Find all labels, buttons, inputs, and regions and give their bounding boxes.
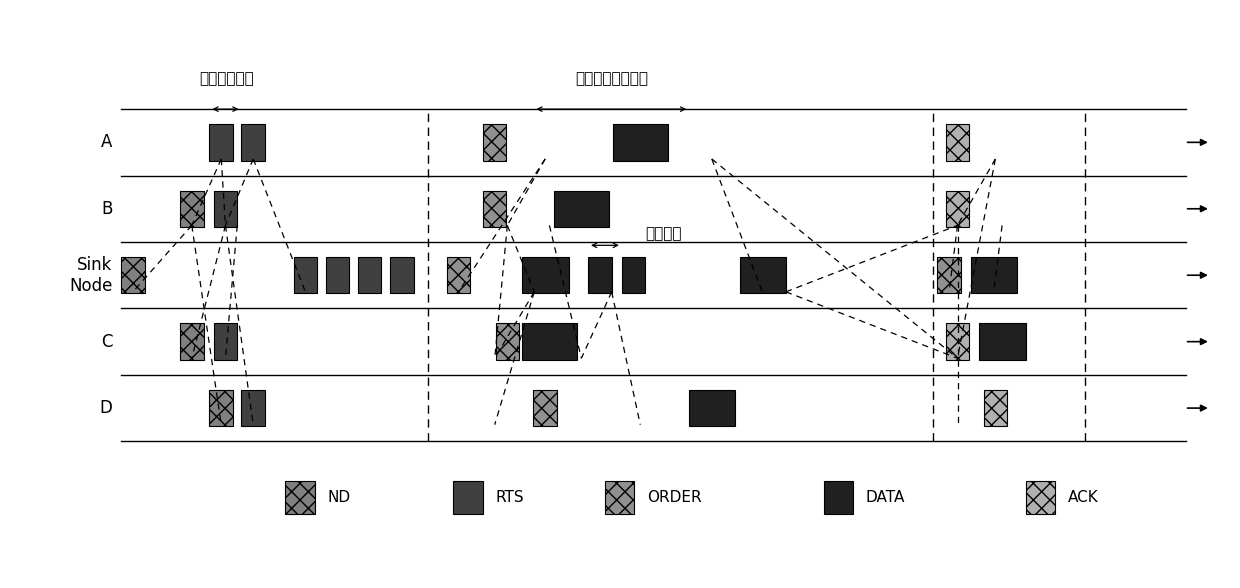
Bar	[446, 257, 470, 293]
Text: 随机延迟时间: 随机延迟时间	[198, 71, 254, 86]
Text: B: B	[102, 200, 113, 218]
Bar	[496, 323, 520, 360]
Text: Sink
Node: Sink Node	[69, 256, 113, 295]
Bar	[294, 257, 317, 293]
Text: DATA: DATA	[866, 490, 905, 505]
Bar	[210, 124, 233, 161]
Bar	[689, 390, 735, 426]
Bar	[971, 257, 1017, 293]
Bar	[482, 124, 506, 161]
Bar	[522, 323, 577, 360]
Bar	[326, 257, 350, 293]
Bar	[946, 191, 970, 227]
Bar	[588, 257, 611, 293]
Bar	[391, 257, 414, 293]
Bar	[285, 481, 315, 514]
Bar	[554, 191, 609, 227]
Bar	[980, 323, 1025, 360]
Bar	[533, 390, 557, 426]
Bar	[739, 257, 786, 293]
Text: C: C	[102, 333, 113, 350]
Bar	[357, 257, 381, 293]
Text: 保护时间: 保护时间	[646, 226, 682, 240]
Bar	[210, 390, 233, 426]
Text: 发送数据等待时间: 发送数据等待时间	[575, 71, 649, 86]
Bar	[614, 124, 668, 161]
Bar	[122, 257, 145, 293]
Bar	[213, 191, 237, 227]
Text: A: A	[102, 133, 113, 151]
Bar	[621, 257, 645, 293]
Bar	[937, 257, 961, 293]
Bar	[522, 257, 569, 293]
Bar	[213, 323, 237, 360]
Bar	[946, 124, 970, 161]
Bar	[180, 323, 203, 360]
Bar	[242, 124, 265, 161]
Bar	[454, 481, 482, 514]
Text: ORDER: ORDER	[647, 490, 702, 505]
Bar	[180, 191, 203, 227]
Bar	[823, 481, 853, 514]
Text: ACK: ACK	[1068, 490, 1099, 505]
Text: RTS: RTS	[496, 490, 525, 505]
Bar	[605, 481, 635, 514]
Bar	[242, 390, 265, 426]
Text: D: D	[100, 399, 113, 417]
Bar	[946, 323, 970, 360]
Bar	[983, 390, 1007, 426]
Text: ND: ND	[327, 490, 351, 505]
Bar	[1025, 481, 1055, 514]
Bar	[482, 191, 506, 227]
